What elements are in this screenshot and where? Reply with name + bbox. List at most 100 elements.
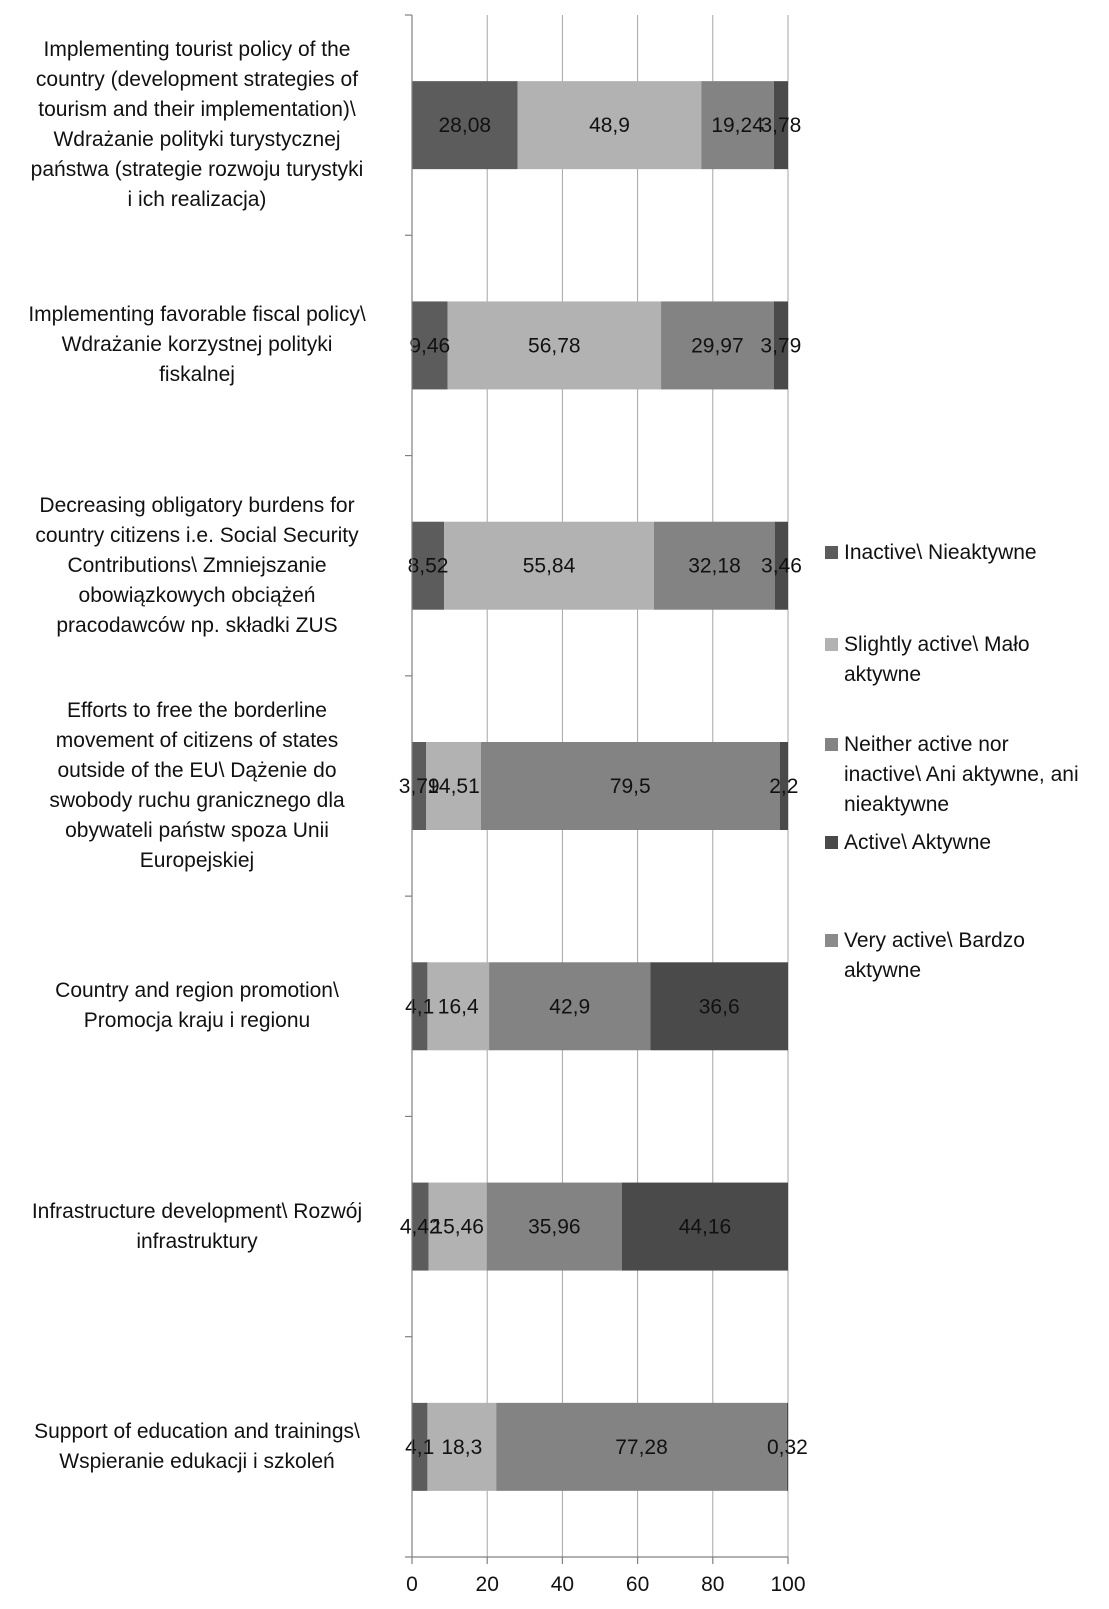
legend-label-line: Very active\ Bardzo: [844, 929, 1025, 952]
legend-item: Neither active nor inactive\ Ani aktywne,…: [825, 730, 1105, 820]
category-label-line: infrastruktury: [136, 1229, 258, 1253]
category-label-line: country citizens i.e. Social Security: [35, 523, 359, 547]
bar-segment: [486, 1182, 622, 1271]
category-label-line: obywateli państw spoza Unii: [65, 819, 329, 842]
category-label-line: Country and region promotion\: [55, 979, 339, 1003]
data-label: 9,46: [409, 334, 450, 357]
category-label-line: swobody ruchu granicznego dla: [49, 789, 345, 812]
category-label-line: pracodawców np. składki ZUS: [56, 613, 338, 637]
bar-segment: [412, 1182, 429, 1271]
legend-swatch: [825, 934, 838, 947]
category-label-line: Implementing favorable fiscal policy\: [28, 303, 366, 327]
bar-segment: [517, 81, 702, 170]
bar-segment: [786, 1402, 788, 1491]
category-label: Support of education and trainings\ Wspie…: [4, 1417, 390, 1477]
bar-segment: [773, 301, 788, 390]
data-label: 3,79: [760, 334, 801, 357]
bar-segment: [489, 962, 651, 1051]
bar-segment: [621, 1182, 788, 1271]
legend-label-line: inactive\ Ani aktywne, ani: [844, 763, 1079, 786]
bar-segment: [428, 1182, 487, 1271]
bar-segment: [427, 962, 490, 1051]
data-label: 15,46: [431, 1216, 484, 1239]
x-tick-label: 0: [406, 1573, 418, 1596]
legend-label-line: nieaktywne: [844, 793, 950, 816]
category-label-line: Support of education and trainings\: [34, 1419, 360, 1443]
data-label: 0,32: [767, 1436, 808, 1459]
category-label-line: Decreasing obligatory burdens for: [39, 493, 355, 517]
category-label: Decreasing obligatory burdens for country…: [4, 491, 390, 641]
data-label: 4,1: [405, 1436, 434, 1459]
category-label-line: obowiązkowych obciążeń: [78, 583, 316, 607]
data-label: 32,18: [688, 555, 741, 578]
data-label: 48,9: [589, 114, 630, 137]
x-tick-label: 20: [476, 1573, 499, 1596]
data-label: 8,52: [408, 555, 449, 578]
x-tick-label: 60: [626, 1573, 649, 1596]
legend-swatch: [825, 836, 838, 849]
category-label: Infrastructure development\ Rozwój infras…: [4, 1197, 390, 1257]
legend-label-line: Slightly active\ Mało: [844, 633, 1030, 656]
data-label: 14,51: [427, 775, 480, 798]
bar-segment: [779, 742, 788, 830]
data-label: 44,16: [679, 1216, 732, 1239]
bar-segment: [447, 301, 662, 390]
category-label-line: Efforts to free the borderline: [67, 699, 327, 722]
bar-segment: [661, 301, 774, 390]
legend-swatch: [825, 546, 838, 559]
category-label-line: movement of citizens of states: [55, 729, 339, 752]
bar-segment: [412, 521, 445, 610]
data-label: 55,84: [523, 555, 576, 578]
bar-segment: [412, 301, 448, 390]
bar-segment: [480, 742, 780, 830]
category-label-line: Wdrażanie polityki turystycznej: [53, 128, 341, 152]
legend-label: Inactive\ Nieaktywne: [844, 538, 1105, 568]
legend-label-line: aktywne: [844, 959, 922, 982]
category-label-line: Infrastructure development\ Rozwój: [31, 1199, 363, 1223]
bar-segment: [773, 81, 788, 170]
category-label-line: państwa (strategie rozwoju turystyki: [30, 158, 364, 182]
data-label: 16,4: [438, 995, 479, 1018]
data-label: 36,6: [699, 995, 740, 1018]
legend-item: Very active\ Bardzo aktywne: [825, 926, 1105, 986]
x-tick-label: 40: [551, 1573, 574, 1596]
category-label: Country and region promotion\ Promocja kr…: [4, 976, 390, 1036]
data-label: 3,78: [760, 114, 801, 137]
bar-segment: [427, 1402, 497, 1491]
legend-swatch: [825, 738, 838, 751]
category-label-line: Wdrażanie korzystnej polityki: [61, 333, 333, 357]
bar-segment: [774, 521, 788, 610]
bar-segment: [653, 521, 775, 610]
data-label: 4,42: [400, 1216, 441, 1239]
data-label: 79,5: [610, 775, 651, 798]
data-label: 2,2: [769, 775, 798, 798]
bar-segment: [412, 742, 427, 830]
data-label: 77,28: [615, 1436, 668, 1459]
bar-segment: [496, 1402, 787, 1491]
x-tick-label: 80: [701, 1573, 724, 1596]
category-label-line: Implementing tourist policy of the: [43, 38, 351, 62]
legend-label: Very active\ Bardzo aktywne: [844, 926, 1105, 986]
data-label: 3,79: [399, 775, 440, 798]
legend-label-line: Active\ Aktywne: [844, 831, 992, 854]
legend-item: Slightly active\ Mało aktywne: [825, 630, 1105, 690]
bar-segment: [412, 81, 518, 170]
category-label-line: fiskalnej: [159, 363, 235, 387]
bar-segment: [412, 962, 428, 1051]
bar-segment: [701, 81, 774, 170]
bar-segment: [444, 521, 654, 610]
legend-label-line: Neither active nor: [844, 733, 1009, 756]
data-label: 3,46: [761, 555, 802, 578]
legend-item: Active\ Aktywne: [825, 828, 1105, 858]
legend-label: Slightly active\ Mało aktywne: [844, 630, 1105, 690]
category-label-line: Wspieranie edukacji i szkoleń: [59, 1449, 335, 1473]
category-label: Implementing favorable fiscal policy\ Wdr…: [4, 300, 390, 390]
data-label: 4,1: [405, 995, 434, 1018]
x-tick-label: 100: [770, 1573, 805, 1596]
category-label-line: Europejskiej: [139, 849, 255, 872]
data-label: 42,9: [549, 995, 590, 1018]
category-label-line: tourism and their implementation)\: [38, 98, 356, 122]
legend-label: Active\ Aktywne: [844, 828, 1105, 858]
bar-segment: [412, 1402, 428, 1491]
